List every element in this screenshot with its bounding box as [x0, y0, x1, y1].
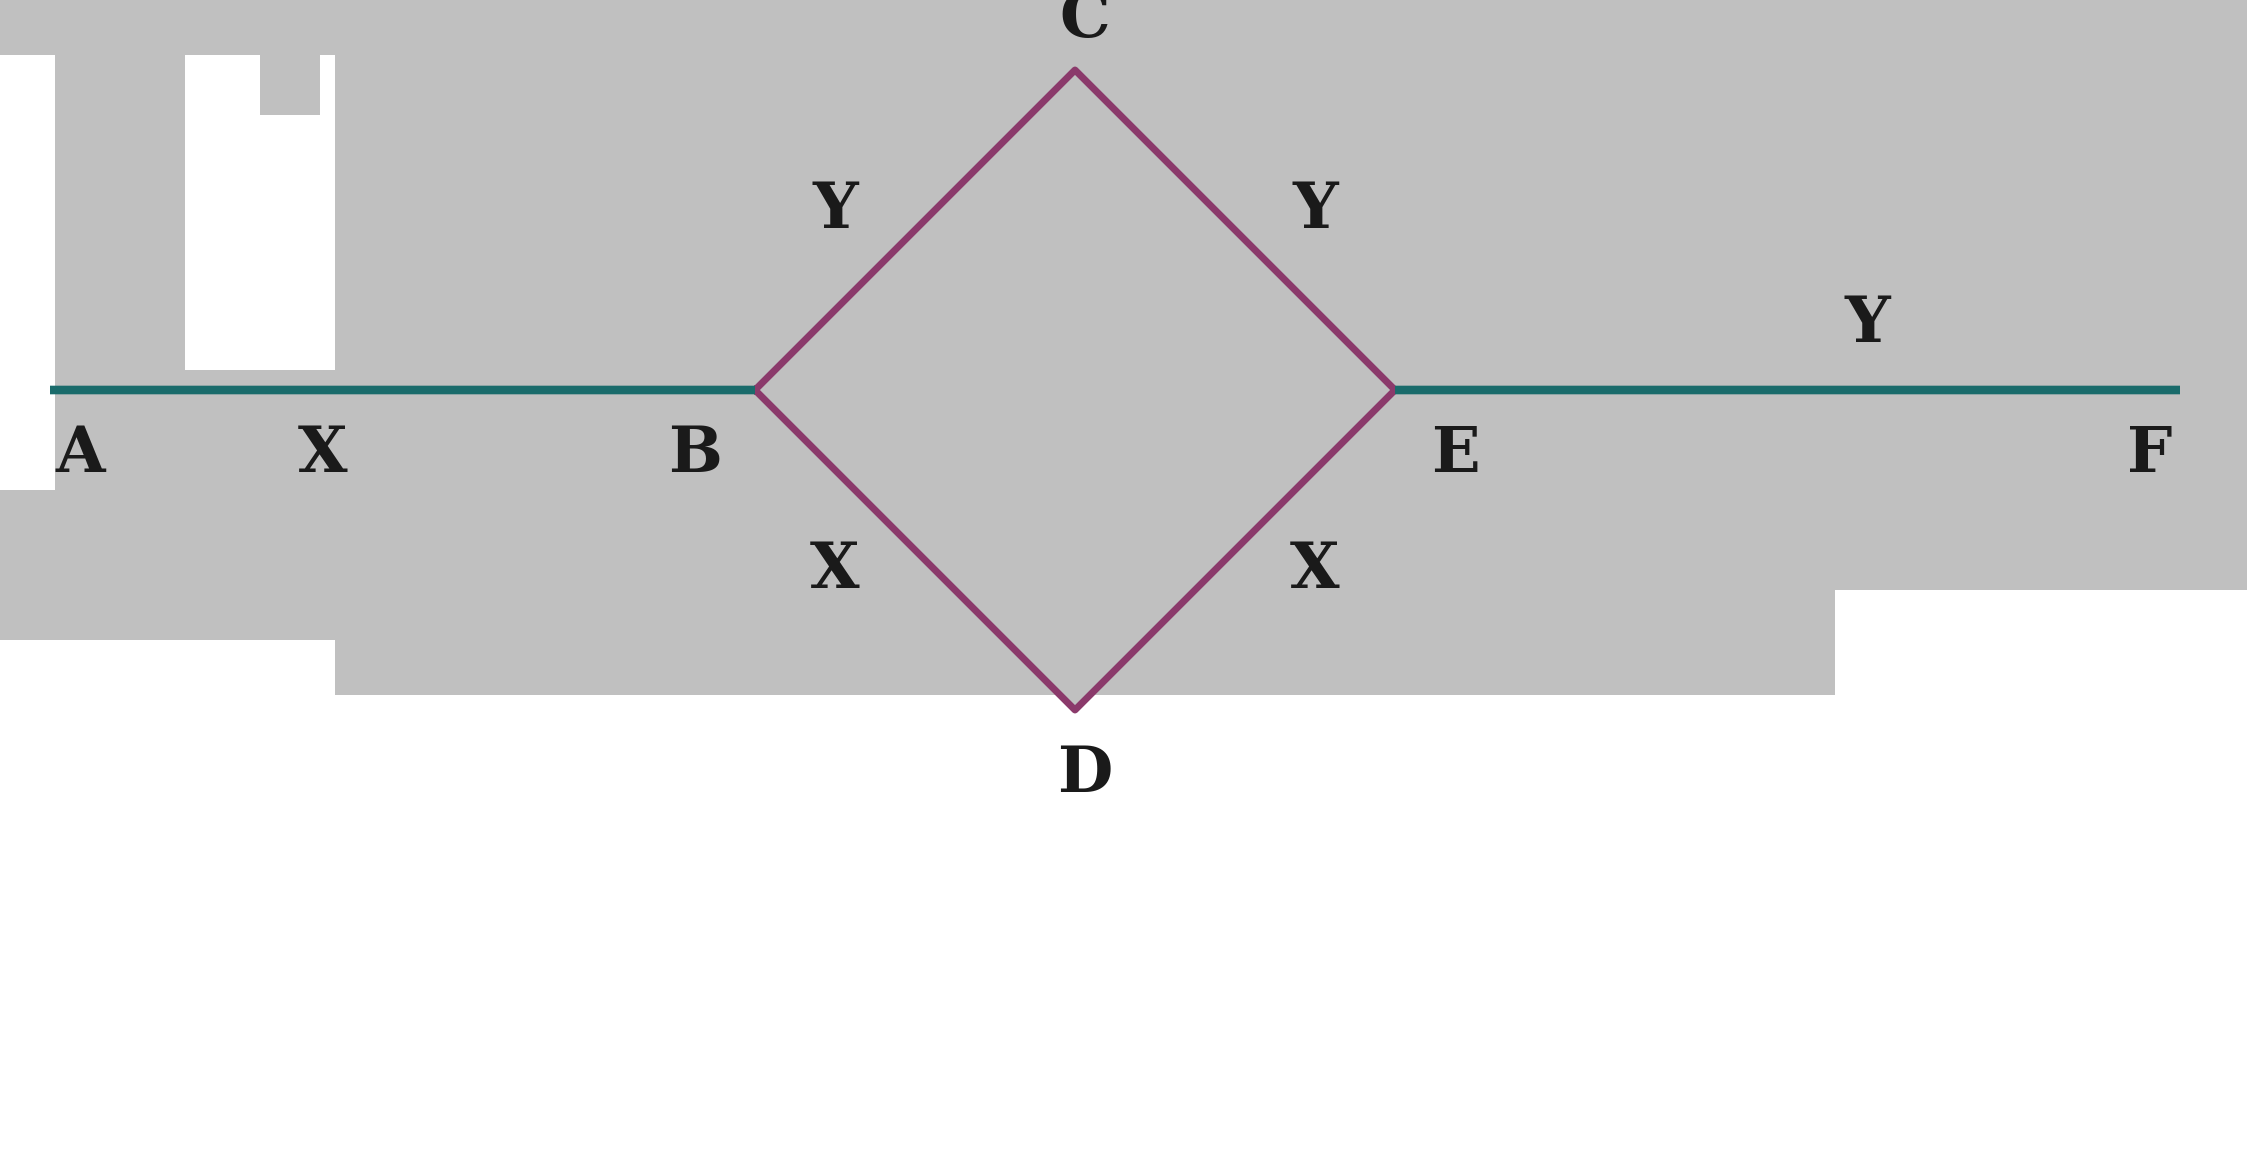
Bar — [0, 0, 2247, 55]
Bar — [54, 370, 735, 570]
Bar — [1836, 55, 2247, 515]
Text: Y: Y — [811, 180, 858, 241]
Text: X: X — [811, 540, 861, 600]
Text: X: X — [297, 424, 348, 486]
Bar — [335, 55, 1836, 695]
Text: B: B — [667, 424, 721, 486]
Bar — [0, 491, 339, 640]
Bar — [1836, 491, 2247, 590]
Text: X: X — [1290, 540, 1339, 600]
Bar — [54, 55, 184, 395]
Text: A: A — [56, 424, 106, 486]
Text: D: D — [1058, 744, 1112, 806]
Polygon shape — [755, 70, 1395, 710]
Bar — [261, 55, 319, 114]
Text: E: E — [1431, 424, 1479, 486]
Bar — [335, 491, 1836, 690]
Text: C: C — [1061, 0, 1110, 50]
Text: Y: Y — [1292, 180, 1337, 241]
Text: Y: Y — [1845, 294, 1890, 355]
Text: F: F — [2128, 424, 2173, 486]
